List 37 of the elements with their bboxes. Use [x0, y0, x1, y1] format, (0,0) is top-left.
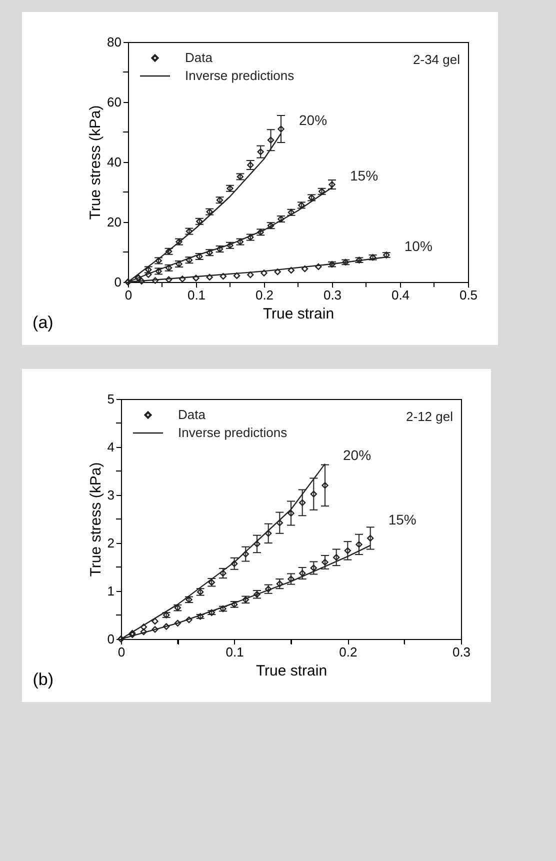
- y-axis-title: True stress (kPa): [87, 462, 104, 577]
- legend-label: Inverse predictions: [185, 68, 295, 83]
- annotation: 20%: [299, 112, 328, 128]
- annotation: 10%: [404, 238, 432, 254]
- annotation: 2-12 gel: [406, 409, 454, 424]
- x-tick-label: 0.1: [187, 288, 206, 302]
- y-tick-label: 4: [107, 440, 114, 454]
- x-tick-label: 0.2: [339, 644, 358, 660]
- x-tick-label: 0.2: [255, 288, 274, 302]
- y-axis-title: True stress (kPa): [87, 105, 104, 220]
- y-tick-label: 80: [107, 34, 122, 50]
- x-axis-title: True strain: [256, 662, 328, 680]
- text: (a): [32, 313, 54, 332]
- annotation: 15%: [388, 512, 416, 528]
- y-tick-label: 2: [107, 536, 114, 550]
- annotation: 20%: [343, 446, 372, 463]
- y-tick-label: 5: [107, 392, 114, 406]
- y-tick-label: 40: [107, 154, 122, 170]
- x-tick-label: 0.5: [459, 288, 478, 302]
- x-axis-title: True strain: [262, 306, 334, 322]
- y-tick-label: 1: [107, 584, 114, 598]
- y-tick-label: 60: [107, 94, 122, 110]
- legend-label: Data: [185, 50, 214, 65]
- x-tick-label: 0.3: [452, 644, 471, 660]
- annotation: 2-34 gel: [413, 52, 460, 67]
- text: (b): [32, 670, 54, 689]
- y-tick-label: 0: [114, 274, 122, 290]
- x-tick-label: 0: [124, 288, 132, 302]
- legend-label: Data: [178, 407, 206, 422]
- x-tick-label: 0.1: [226, 644, 244, 660]
- x-tick-label: 0.4: [391, 288, 410, 302]
- x-tick-label: 0.3: [323, 288, 342, 302]
- y-tick-label: 3: [107, 488, 114, 502]
- y-tick-label: 0: [107, 632, 114, 646]
- y-tick-label: 20: [107, 214, 122, 230]
- legend-label: Inverse predictions: [178, 425, 288, 440]
- annotation: 15%: [350, 168, 378, 184]
